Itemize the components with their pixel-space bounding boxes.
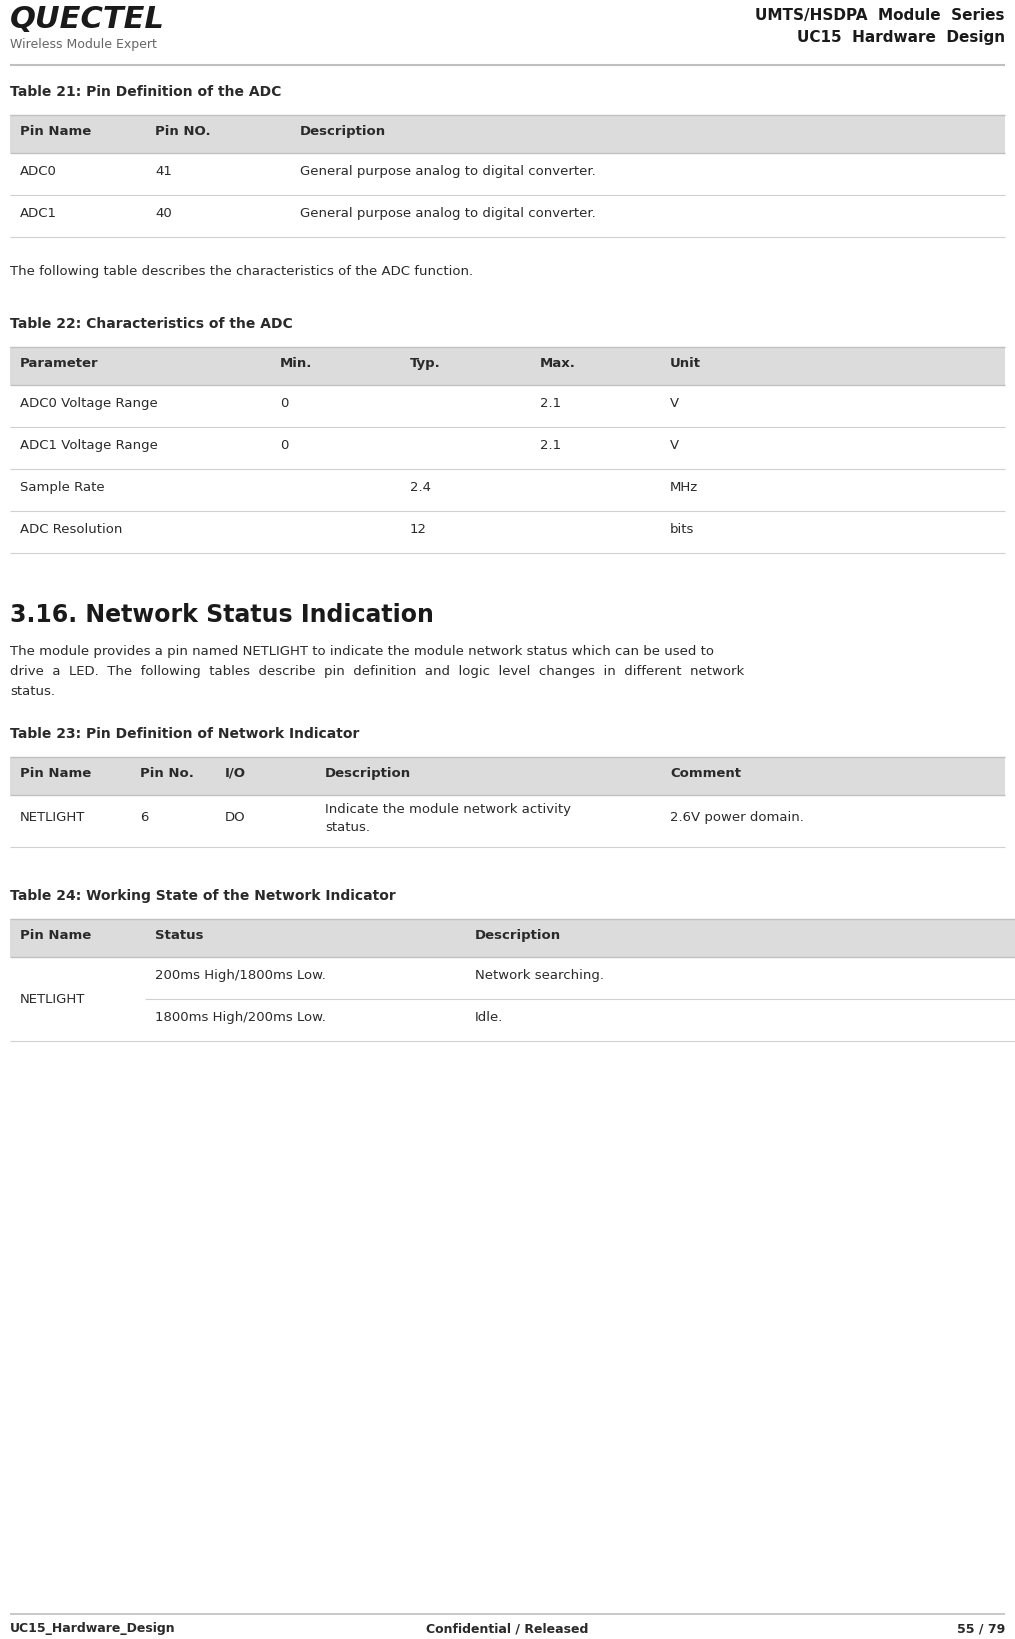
Text: Pin Name: Pin Name (20, 125, 91, 138)
Text: Wireless Module Expert: Wireless Module Expert (10, 38, 157, 51)
Text: 2.6V power domain.: 2.6V power domain. (670, 811, 804, 824)
Text: QUECTEL: QUECTEL (10, 5, 164, 34)
Text: Pin NO.: Pin NO. (155, 125, 211, 138)
Text: 40: 40 (155, 207, 172, 220)
Bar (10, 919, 1015, 957)
Text: General purpose analog to digital converter.: General purpose analog to digital conver… (300, 207, 596, 220)
Text: 2.1: 2.1 (540, 397, 561, 410)
Text: Pin Name: Pin Name (20, 767, 91, 780)
Text: Confidential / Released: Confidential / Released (426, 1623, 588, 1636)
Bar (10, 115, 1005, 152)
Text: DO: DO (225, 811, 246, 824)
Bar (10, 795, 1005, 847)
Text: bits: bits (670, 523, 694, 536)
Text: Status: Status (155, 929, 203, 942)
Text: 0: 0 (280, 397, 288, 410)
Text: Description: Description (475, 929, 561, 942)
Text: ADC Resolution: ADC Resolution (20, 523, 123, 536)
Text: Table 24: Working State of the Network Indicator: Table 24: Working State of the Network I… (10, 888, 396, 903)
Text: UMTS/HSDPA  Module  Series: UMTS/HSDPA Module Series (755, 8, 1005, 23)
Text: 2.1: 2.1 (540, 439, 561, 452)
Bar (10, 347, 1005, 385)
Text: Description: Description (300, 125, 386, 138)
Text: Typ.: Typ. (410, 357, 441, 370)
Bar (10, 511, 1005, 552)
Text: Sample Rate: Sample Rate (20, 480, 105, 493)
Text: Pin No.: Pin No. (140, 767, 194, 780)
Bar (10, 469, 1005, 511)
Bar (10, 428, 1005, 469)
Text: Idle.: Idle. (475, 1011, 503, 1024)
Text: 55 / 79: 55 / 79 (957, 1623, 1005, 1636)
Text: ADC1 Voltage Range: ADC1 Voltage Range (20, 439, 158, 452)
Text: 200ms High/1800ms Low.: 200ms High/1800ms Low. (155, 969, 326, 982)
Text: I/O: I/O (225, 767, 246, 780)
Text: Description: Description (325, 767, 411, 780)
Text: ADC0 Voltage Range: ADC0 Voltage Range (20, 397, 157, 410)
Text: 41: 41 (155, 166, 172, 179)
Text: status.: status. (325, 821, 370, 834)
Bar (10, 385, 1005, 428)
Text: Min.: Min. (280, 357, 313, 370)
Text: Unit: Unit (670, 357, 701, 370)
Text: Table 23: Pin Definition of Network Indicator: Table 23: Pin Definition of Network Indi… (10, 728, 359, 741)
Text: Comment: Comment (670, 767, 741, 780)
Text: Network searching.: Network searching. (475, 969, 604, 982)
Text: 1800ms High/200ms Low.: 1800ms High/200ms Low. (155, 1011, 326, 1024)
Text: Indicate the module network activity: Indicate the module network activity (325, 803, 571, 816)
Text: drive  a  LED.  The  following  tables  describe  pin  definition  and  logic  l: drive a LED. The following tables descri… (10, 665, 744, 679)
Text: NETLIGHT: NETLIGHT (20, 993, 85, 1006)
Text: 0: 0 (280, 439, 288, 452)
Text: UC15_Hardware_Design: UC15_Hardware_Design (10, 1623, 176, 1636)
Text: Table 22: Characteristics of the ADC: Table 22: Characteristics of the ADC (10, 316, 292, 331)
Text: Pin Name: Pin Name (20, 929, 91, 942)
Text: ADC1: ADC1 (20, 207, 57, 220)
Text: status.: status. (10, 685, 55, 698)
Text: The following table describes the characteristics of the ADC function.: The following table describes the charac… (10, 266, 473, 279)
Text: ADC0: ADC0 (20, 166, 57, 179)
Bar (10, 957, 145, 1041)
Text: NETLIGHT: NETLIGHT (20, 811, 85, 824)
Text: V: V (670, 397, 679, 410)
Text: Max.: Max. (540, 357, 576, 370)
Text: UC15  Hardware  Design: UC15 Hardware Design (797, 30, 1005, 44)
Text: 6: 6 (140, 811, 148, 824)
Bar (10, 152, 1005, 195)
Bar (10, 195, 1005, 238)
Text: 2.4: 2.4 (410, 480, 431, 493)
Text: Parameter: Parameter (20, 357, 98, 370)
Bar (10, 957, 1015, 1000)
Text: Table 21: Pin Definition of the ADC: Table 21: Pin Definition of the ADC (10, 85, 281, 98)
Text: MHz: MHz (670, 480, 698, 493)
Bar (10, 757, 1005, 795)
Text: 3.16. Network Status Indication: 3.16. Network Status Indication (10, 603, 433, 628)
Bar (10, 1000, 1015, 1041)
Text: General purpose analog to digital converter.: General purpose analog to digital conver… (300, 166, 596, 179)
Text: V: V (670, 439, 679, 452)
Text: 12: 12 (410, 523, 427, 536)
Text: The module provides a pin named NETLIGHT to indicate the module network status w: The module provides a pin named NETLIGHT… (10, 646, 714, 657)
